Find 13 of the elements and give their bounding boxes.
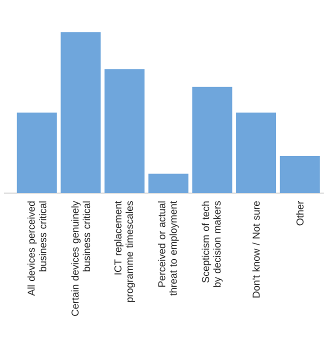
- x-tick-label: Perceived or actual threat to employment: [158, 200, 179, 296]
- x-tick-label: ICT replacement programme timescales: [114, 200, 135, 302]
- bar: [104, 69, 145, 193]
- bar: [60, 32, 101, 193]
- bar: [16, 112, 57, 193]
- x-tick-label: All devices perceived business critical: [27, 201, 46, 296]
- x-tick-label: Certain devices genuinely business critical: [71, 200, 90, 316]
- bar: [148, 174, 188, 193]
- bar: [236, 112, 276, 193]
- x-tick-label: Don't know / Not sure: [252, 201, 260, 298]
- bar: [280, 156, 320, 193]
- x-tick-label: Other: [296, 200, 304, 226]
- bar: [192, 86, 232, 193]
